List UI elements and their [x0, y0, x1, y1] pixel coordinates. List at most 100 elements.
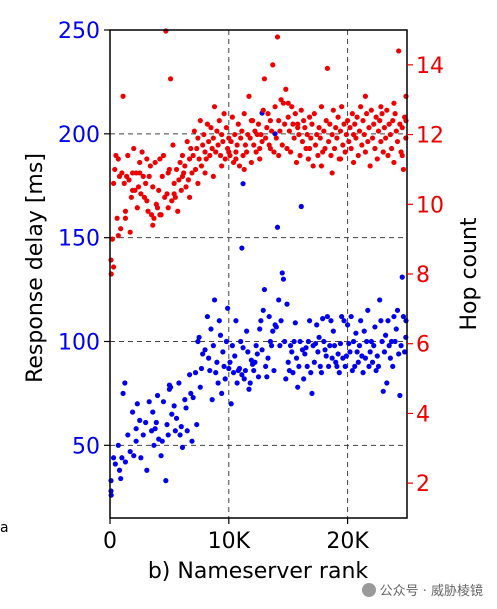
delay-point: [362, 355, 369, 361]
hop-point: [150, 184, 156, 190]
delay-point: [133, 426, 139, 432]
delay-point: [220, 349, 226, 355]
hop-point: [306, 114, 313, 120]
hop-point: [282, 121, 288, 127]
delay-point: [265, 355, 271, 361]
delay-point: [257, 326, 263, 332]
hop-point: [211, 104, 218, 110]
delay-point: [222, 376, 228, 382]
delay-point: [229, 343, 235, 349]
hop-point: [233, 149, 239, 155]
delay-point: [343, 353, 350, 359]
panel-edge-letter: a: [0, 520, 9, 536]
hop-point: [240, 152, 246, 159]
delay-point: [254, 351, 260, 357]
delay-point: [252, 359, 258, 365]
hop-point: [219, 131, 225, 138]
delay-point: [236, 365, 243, 372]
y-left-tick-label: 50: [72, 434, 100, 459]
delay-point: [284, 301, 290, 307]
delay-point: [322, 347, 328, 353]
hop-point: [296, 131, 302, 138]
hop-point: [368, 107, 374, 113]
delay-point: [355, 359, 361, 365]
wechat-icon: [361, 582, 376, 597]
hop-point: [164, 191, 170, 197]
delay-point: [177, 432, 183, 438]
hop-point: [222, 156, 228, 162]
delay-point: [261, 286, 268, 293]
hop-point: [200, 142, 206, 148]
hop-point: [177, 159, 183, 166]
delay-point: [260, 307, 266, 313]
hop-point: [306, 145, 313, 152]
delay-point: [327, 343, 333, 349]
hop-point: [391, 159, 397, 166]
delay-point: [273, 324, 279, 330]
hop-point: [186, 156, 193, 162]
hop-point: [391, 100, 397, 106]
delay-point: [378, 318, 384, 324]
hop-point: [359, 142, 365, 148]
hop-point: [295, 121, 301, 127]
hop-point: [120, 93, 126, 99]
hop-point: [115, 156, 121, 162]
delay-point: [379, 338, 385, 345]
delay-point: [312, 340, 319, 347]
hop-point: [331, 145, 338, 152]
hop-point: [210, 173, 216, 179]
delay-point: [268, 343, 275, 349]
delay-point: [140, 432, 146, 438]
y-right-tick-label: 8: [416, 263, 430, 288]
delay-point: [399, 274, 405, 280]
delay-point: [325, 363, 332, 370]
hop-point: [403, 93, 409, 99]
delay-point: [367, 349, 373, 355]
delay-point: [258, 318, 264, 324]
delay-point: [331, 343, 338, 349]
delay-point: [347, 349, 353, 355]
hop-point: [279, 142, 285, 148]
delay-point: [372, 324, 378, 330]
delay-point: [164, 421, 170, 428]
delay-point: [119, 455, 125, 461]
hop-point: [163, 28, 169, 34]
delay-point: [189, 438, 195, 444]
hop-point: [210, 135, 216, 141]
hop-point: [170, 142, 176, 148]
hop-point: [204, 121, 211, 127]
hop-point: [318, 163, 325, 169]
hop-point: [167, 76, 174, 82]
delay-point: [266, 313, 272, 320]
delay-point: [333, 359, 339, 365]
delay-point: [245, 349, 251, 355]
hop-point: [221, 111, 227, 117]
x-axis-label: b) Nameserver rank: [148, 559, 369, 584]
hop-point: [261, 76, 268, 82]
delay-point: [216, 318, 222, 324]
hop-point: [108, 257, 114, 263]
hop-point: [217, 152, 224, 159]
hop-point: [384, 107, 390, 113]
hop-point: [394, 138, 401, 145]
hop-point: [309, 121, 315, 127]
hop-point: [189, 170, 195, 176]
hop-point: [186, 194, 193, 200]
delay-point: [287, 343, 294, 349]
hop-point: [259, 138, 265, 145]
delay-point: [194, 421, 200, 428]
delay-point: [108, 478, 114, 484]
hop-point: [297, 152, 303, 159]
delay-point: [302, 351, 308, 357]
axis-ticks: 0 10K 20K 50 100 150 200 250 2 4 6 8 10 12 14: [58, 19, 444, 554]
delay-point: [195, 338, 201, 345]
y-right-axis-label: Hop count: [457, 217, 482, 330]
hop-point: [392, 111, 398, 117]
delay-point: [311, 359, 317, 365]
delay-point: [354, 349, 360, 355]
delay-point: [297, 338, 303, 345]
hop-point: [135, 184, 142, 190]
hop-point: [184, 138, 190, 145]
hop-point: [202, 170, 208, 176]
delay-point: [278, 318, 284, 324]
